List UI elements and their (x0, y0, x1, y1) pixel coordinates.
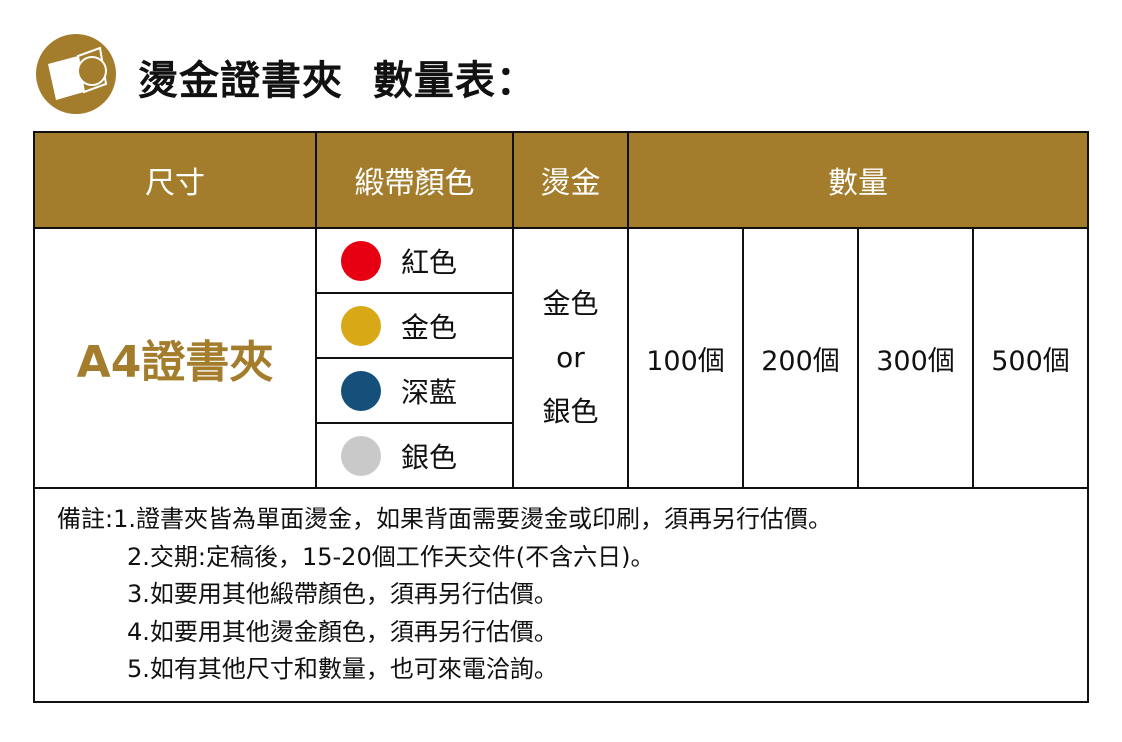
qty-300: 300個 (859, 229, 974, 487)
qty-200: 200個 (744, 229, 859, 487)
ribbon-label: 銀色 (401, 440, 458, 474)
foil-gold: 金色 (542, 287, 599, 320)
ribbon-navy: 深藍 (317, 359, 514, 424)
ribbon-red: 紅色 (317, 229, 514, 294)
note-1: 備註:1.證書夾皆為單面燙金，如果背面需要燙金或印刷，須再另行估價。 (57, 505, 832, 533)
product-size: A4證書夾 (35, 229, 317, 487)
header-foil: 燙金 (514, 133, 629, 227)
page-title: 燙金證書夾 數量表： (138, 58, 537, 104)
ribbon-label: 紅色 (401, 245, 458, 279)
ribbon-silver: 銀色 (317, 424, 514, 487)
header-quantity: 數量 (629, 133, 1087, 227)
silver-swatch (341, 435, 381, 476)
foil-options: 金色 or 銀色 (514, 229, 629, 487)
qty-100: 100個 (629, 229, 744, 487)
ribbon-label: 金色 (401, 310, 458, 344)
qty-500: 500個 (991, 345, 1070, 377)
note-3: 3.如要用其他緞帶顏色，須再另行估價。 (127, 580, 558, 608)
header-ribbon: 緞帶顏色 (317, 133, 514, 227)
navy-swatch (341, 370, 381, 411)
foil-or: or (556, 341, 585, 374)
ribbon-label: 深藍 (401, 375, 458, 409)
header-size: 尺寸 (35, 133, 317, 227)
note-4: 4.如要用其他燙金顏色，須再另行估價。 (127, 617, 558, 646)
note-5: 5.如有其他尺寸和數量，也可來電洽詢。 (127, 655, 558, 683)
folder-logo-icon (36, 34, 116, 114)
gold-swatch (341, 305, 381, 346)
quantity-table: 尺寸 緞帶顏色 燙金 數量 A4證書夾 紅色 金色 深藍 銀色 金色 or 銀色… (33, 131, 1089, 703)
ribbon-gold: 金色 (317, 294, 514, 359)
note-2: 2.交期:定稿後，15-20個工作天交件(不含六日)。 (127, 542, 655, 571)
foil-silver: 銀色 (542, 395, 599, 428)
notes: 備註:1.證書夾皆為單面燙金，如果背面需要燙金或印刷，須再另行估價。 2.交期:… (57, 501, 832, 689)
red-swatch (341, 240, 381, 281)
